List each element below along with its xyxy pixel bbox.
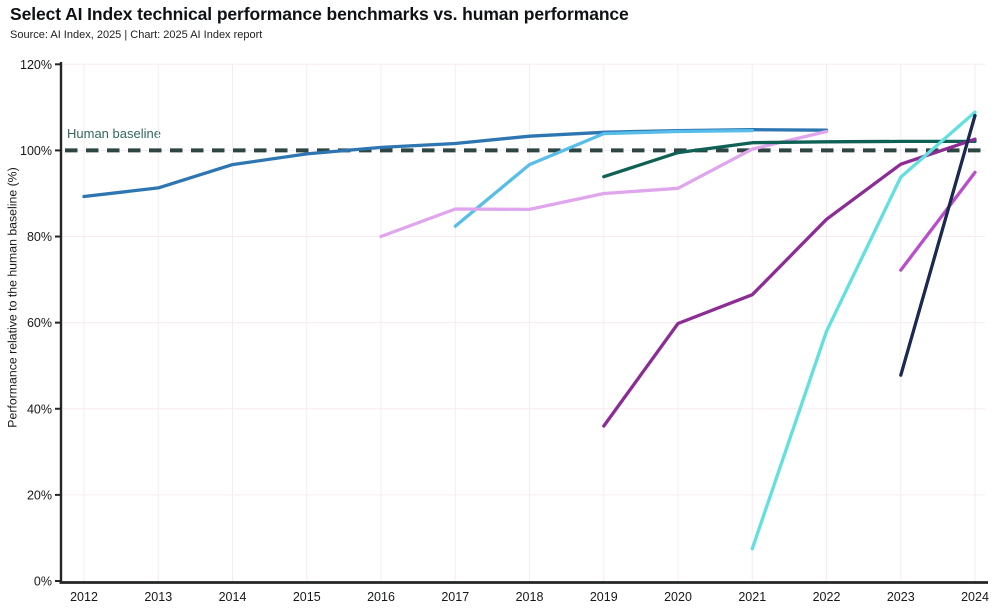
x-tick-label-2015: 2015 xyxy=(293,590,321,604)
y-tick-label-80: 80% xyxy=(27,230,52,244)
y-tick-label-20: 20% xyxy=(27,488,52,502)
x-tick-label-2024: 2024 xyxy=(961,590,989,604)
x-tick-label-2016: 2016 xyxy=(367,590,395,604)
x-tick-label-2019: 2019 xyxy=(590,590,618,604)
series-line-navy xyxy=(899,113,977,377)
series-line-dark-teal xyxy=(602,139,977,179)
series-line-light-blue xyxy=(453,128,754,228)
y-tick-label-120: 120% xyxy=(20,58,52,72)
y-tick-label-40: 40% xyxy=(27,402,52,416)
y-tick-label-100: 100% xyxy=(20,144,52,158)
chart-source-note: Source: AI Index, 2025 | Chart: 2025 AI … xyxy=(10,29,263,41)
x-tick-label-2021: 2021 xyxy=(738,590,766,604)
x-tick-label-2017: 2017 xyxy=(441,590,469,604)
series-line-magenta xyxy=(899,170,977,272)
x-tick-label-2012: 2012 xyxy=(70,590,98,604)
series-line-light-purple xyxy=(379,129,829,239)
chart-title: Select AI Index technical performance be… xyxy=(10,4,629,24)
x-tick-label-2013: 2013 xyxy=(144,590,172,604)
series-line-dark-purple xyxy=(602,137,977,428)
x-tick-label-2022: 2022 xyxy=(813,590,841,604)
y-tick-label-0: 0% xyxy=(34,575,52,589)
human-baseline-label: Human baseline xyxy=(67,126,161,141)
series-line-aqua xyxy=(750,110,977,551)
x-tick-label-2014: 2014 xyxy=(219,590,247,604)
y-tick-label-60: 60% xyxy=(27,316,52,330)
x-tick-label-2023: 2023 xyxy=(887,590,915,604)
x-tick-label-2020: 2020 xyxy=(664,590,692,604)
x-tick-label-2018: 2018 xyxy=(516,590,544,604)
